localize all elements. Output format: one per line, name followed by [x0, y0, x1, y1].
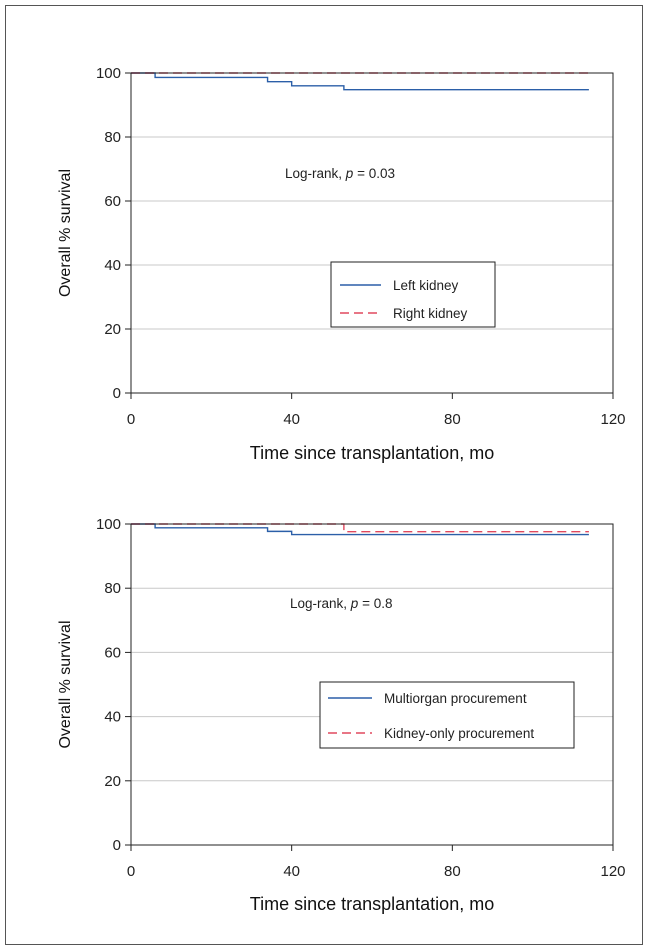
chart-0-x-tick-label-0: 0: [127, 411, 135, 428]
chart-1-legend-label-kidney-only: Kidney-only procurement: [384, 726, 534, 741]
chart-0-y-tick-label-40: 40: [104, 257, 121, 274]
chart-1-series: [131, 523, 589, 536]
chart-0-ticks: 0 20 40 60 80 100 0 40 80 120: [96, 65, 626, 428]
chart-0-series-0-line: [131, 72, 589, 91]
chart-multiorgan-vs-kidney-only: 0 20 40 60 80 100 0 40 80 120 Time since transpla…: [57, 516, 626, 914]
chart-0-y-tick-label-0: 0: [113, 385, 121, 402]
chart-0-y-tick-label-80: 80: [104, 129, 121, 146]
chart-0-annotation-suffix: = 0.03: [353, 166, 395, 181]
chart-0-legend-box: [330, 261, 496, 328]
chart-left-vs-right-kidney: 0 20 40 60 80 100 0 40 80 120 Time since transpla…: [57, 65, 626, 463]
chart-1-x-tick-label-80: 80: [444, 863, 461, 880]
chart-1-y-tick-label-0: 0: [113, 837, 121, 854]
chart-1-ticks: 0 20 40 60 80 100 0 40 80 120: [96, 516, 626, 880]
chart-0-y-tick-label-100: 100: [96, 65, 121, 82]
chart-1-series-0-line: [131, 523, 589, 536]
chart-1-y-tick-label-80: 80: [104, 580, 121, 597]
chart-0-y-axis-title: Overall % survival: [57, 169, 74, 297]
chart-1-annotation-p: p: [350, 596, 359, 611]
chart-1-logrank-annotation: Log-rank, p = 0.8: [290, 596, 392, 611]
chart-1-annotation-suffix: = 0.8: [358, 596, 392, 611]
chart-1-x-tick-label-40: 40: [283, 863, 300, 880]
chart-1-y-tick-label-40: 40: [104, 709, 121, 726]
chart-0-series: [131, 72, 589, 91]
chart-0-x-tick-label-120: 120: [600, 411, 625, 428]
chart-1-plot-area: [130, 523, 614, 846]
figure-frame: [5, 5, 643, 945]
chart-1-y-axis-title: Overall % survival: [57, 620, 74, 748]
chart-1-y-tick-label-100: 100: [96, 516, 121, 533]
chart-0-plot-area: [130, 72, 614, 394]
chart-1-legend-label-multiorgan: Multiorgan procurement: [384, 691, 527, 706]
chart-0-annotation-prefix: Log-rank,: [285, 166, 346, 181]
chart-0-legend-label-right-kidney: Right kidney: [393, 306, 468, 321]
chart-1-legend: Multiorgan procurement Kidney-only procu…: [319, 681, 575, 749]
chart-0-annotation-p: p: [345, 166, 354, 181]
chart-0-logrank-annotation: Log-rank, p = 0.03: [285, 166, 395, 181]
chart-1-legend-box: [319, 681, 575, 749]
chart-1-y-tick-label-60: 60: [104, 644, 121, 661]
chart-1-x-axis-title: Time since transplantation, mo: [250, 894, 494, 914]
chart-1-x-tick-label-120: 120: [600, 863, 625, 880]
chart-0-x-tick-label-40: 40: [283, 411, 300, 428]
chart-0-legend-label-left-kidney: Left kidney: [393, 278, 459, 293]
chart-0-x-axis-title: Time since transplantation, mo: [250, 443, 494, 463]
chart-0-y-tick-label-20: 20: [104, 321, 121, 338]
chart-0-x-tick-label-80: 80: [444, 411, 461, 428]
chart-1-annotation-prefix: Log-rank,: [290, 596, 351, 611]
chart-0-y-tick-label-60: 60: [104, 193, 121, 210]
chart-1-x-tick-label-0: 0: [127, 863, 135, 880]
chart-0-legend: Left kidney Right kidney: [330, 261, 496, 328]
chart-1-y-tick-label-20: 20: [104, 773, 121, 790]
